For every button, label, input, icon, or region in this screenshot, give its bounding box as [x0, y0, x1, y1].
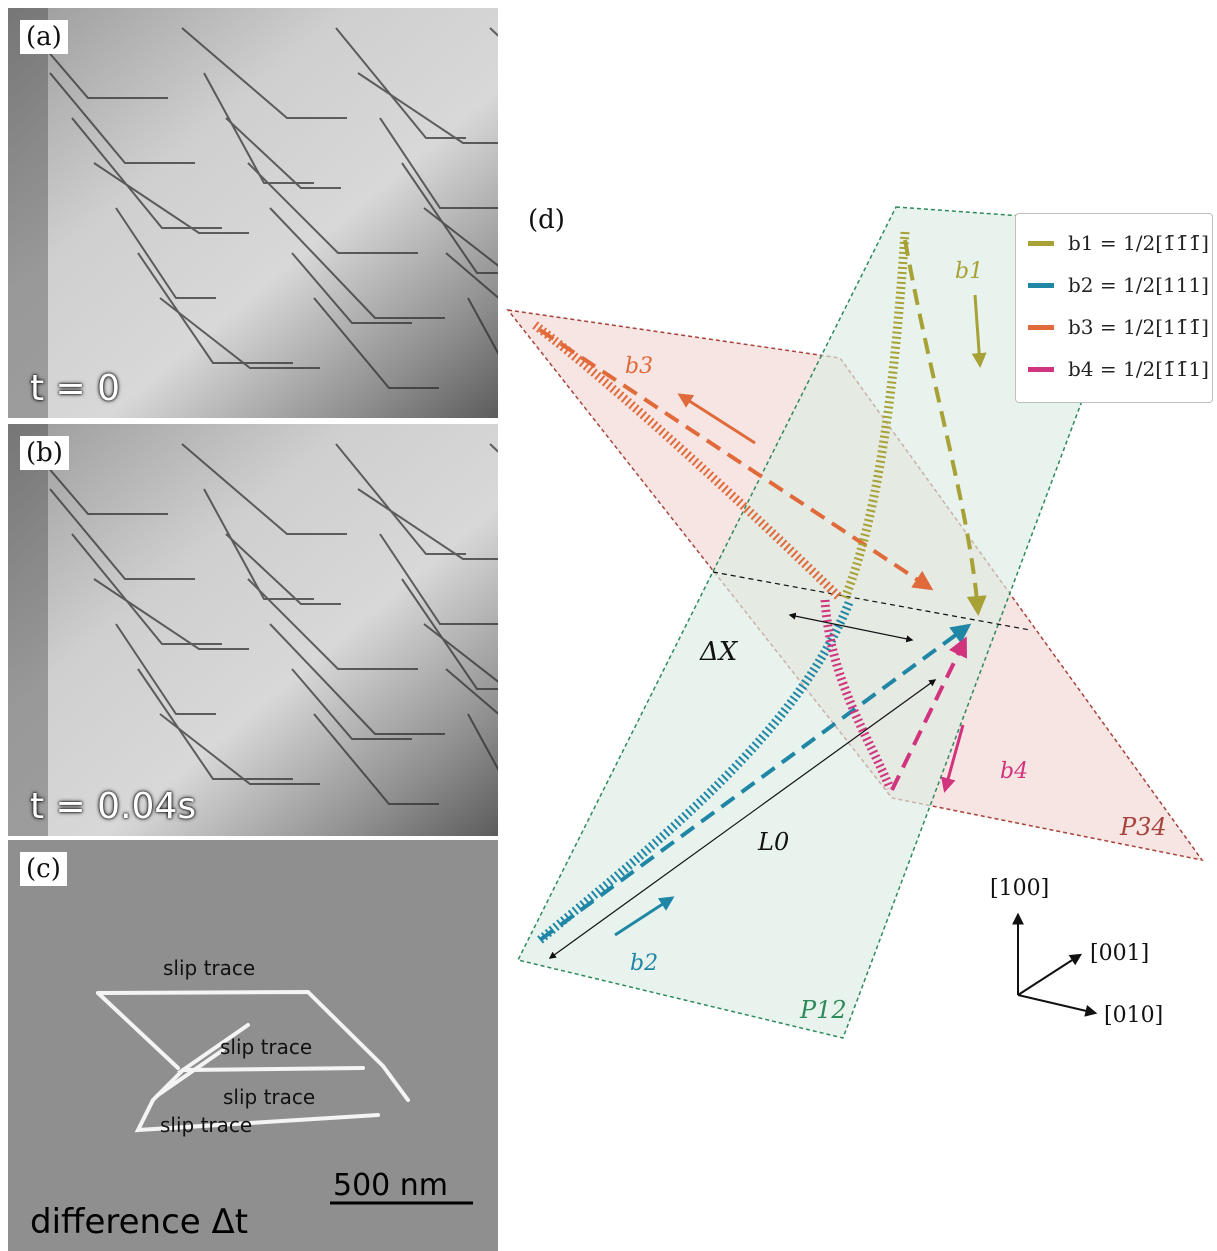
- legend-swatch-b4: [1028, 366, 1054, 372]
- axis-010: [1017, 994, 1098, 1017]
- b4-label: b4: [1000, 759, 1028, 784]
- l0-arrow: [548, 679, 937, 959]
- tem-image-b: [8, 424, 498, 836]
- dislocation-texture: [159, 713, 320, 785]
- plane-p34-label: P34: [1119, 813, 1167, 841]
- dislocation-texture: [225, 117, 341, 189]
- dislocation-texture: [401, 162, 498, 274]
- b3-dislocation-line: [532, 321, 844, 602]
- b3-label: b3: [625, 354, 653, 379]
- schematic-svg: (d) ΔX L0 b3 b1 b2 b4 P12 P34 [100] [001…: [506, 205, 1204, 1039]
- b1-dislocation-line: [840, 231, 910, 600]
- dislocation-texture: [379, 533, 498, 625]
- dislocation-texture: [313, 297, 439, 389]
- panel-d-tag: (d): [528, 205, 565, 235]
- axis-001-label: [001]: [1090, 941, 1149, 966]
- slip-trace-label: slip trace: [220, 1035, 313, 1059]
- plane-p12-label: P12: [799, 996, 847, 1024]
- legend-entry-b4: b4 = 1/2[1̄1̄1]: [1028, 354, 1209, 384]
- tem-image-a: [8, 8, 498, 418]
- legend-entry-b2: b2 = 1/2[111]: [1028, 270, 1209, 300]
- dislocation-texture: [137, 668, 293, 780]
- difference-caption: difference Δt: [30, 1202, 249, 1242]
- legend-text-b3: b3 = 1/2[11̄1̄]: [1068, 315, 1209, 339]
- dislocation-texture: [203, 488, 314, 600]
- legend-swatch-b1: [1028, 240, 1054, 246]
- dislocation-texture: [313, 713, 439, 805]
- dislocation-texture: [445, 252, 498, 299]
- dislocation-texture: [357, 488, 498, 560]
- dislocation-texture: [71, 533, 222, 645]
- dislocation-texture: [401, 578, 498, 690]
- dislocation-texture: [49, 72, 195, 164]
- b4-direction-arrow: [940, 724, 965, 793]
- dislocation-texture: [269, 623, 445, 735]
- legend-entry-b1: b1 = 1/2[1̄1̄1̄]: [1028, 228, 1209, 258]
- dislocation-texture: [225, 533, 341, 605]
- b3-direction-arrow: [677, 393, 756, 445]
- axis-100-label: [100]: [990, 876, 1049, 901]
- dislocation-texture: [49, 488, 195, 580]
- b2-label: b2: [630, 951, 658, 976]
- dislocation-texture: [181, 443, 347, 535]
- legend-text-b1: b1 = 1/2[1̄1̄1̄]: [1068, 231, 1209, 255]
- b1-direction-arrow: [971, 294, 987, 368]
- scale-bar-label: 500 nm: [333, 1168, 449, 1203]
- dislocation-texture: [467, 297, 498, 356]
- dislocation-texture: [379, 117, 498, 209]
- dislocation-texture: [445, 668, 498, 715]
- panel-a-tag: (a): [20, 20, 68, 54]
- axis-010-label: [010]: [1104, 1003, 1163, 1028]
- dislocation-texture: [137, 252, 293, 364]
- dislocation-texture: [247, 578, 418, 670]
- delta-x-label: ΔX: [699, 637, 739, 667]
- slip-trace-label: slip trace: [160, 1113, 253, 1137]
- slip-trace-label: slip trace: [223, 1085, 316, 1109]
- dislocation-texture: [203, 72, 314, 184]
- dislocation-texture: [335, 27, 466, 139]
- dislocation-schematic: (d) ΔX L0 b3 b1 b2 b4 P12 P34 [100] [001…: [500, 180, 1217, 1080]
- panel-c-tag: (c): [20, 852, 67, 886]
- micrograph-panel-a: (a) t = 0: [8, 8, 498, 418]
- dislocation-texture: [159, 297, 320, 369]
- axis-001: [1017, 953, 1083, 996]
- micrograph-panel-b: (b) t = 0.04s: [8, 424, 498, 836]
- slip-trace-label: slip trace: [163, 956, 256, 980]
- time-label-b: t = 0.04s: [30, 786, 197, 827]
- time-label-a: t = 0: [30, 368, 121, 409]
- dislocation-texture: [247, 162, 418, 254]
- dislocation-texture: [357, 72, 498, 144]
- dislocation-texture: [93, 162, 249, 234]
- dislocation-texture: [423, 207, 498, 267]
- dislocation-texture: [115, 207, 216, 299]
- dislocation-texture: [467, 713, 498, 772]
- b1-dashed-vector: [903, 239, 987, 616]
- dislocation-texture: [71, 117, 222, 229]
- dislocation-texture: [291, 668, 412, 740]
- micrograph-panel-c: (c) slip trace slip trace slip trace sli…: [8, 840, 498, 1251]
- difference-image: [8, 840, 498, 1251]
- l0-label: L0: [757, 828, 789, 856]
- slip-trace-outlines: [96, 989, 410, 1133]
- delta-x-arrow: [788, 612, 914, 643]
- panel-b-tag: (b): [20, 436, 69, 470]
- dislocation-texture: [291, 252, 412, 324]
- legend-swatch-b2: [1028, 282, 1054, 288]
- dislocation-texture: [93, 578, 249, 650]
- dislocation-texture: [181, 27, 347, 119]
- legend-text-b2: b2 = 1/2[111]: [1068, 273, 1209, 297]
- dislocation-texture: [335, 443, 466, 555]
- legend-swatch-b3: [1028, 324, 1054, 330]
- legend-entry-b3: b3 = 1/2[11̄1̄]: [1028, 312, 1209, 342]
- dislocation-texture: [423, 623, 498, 683]
- burgers-vector-legend: b1 = 1/2[1̄1̄1̄] b2 = 1/2[111] b3 = 1/2[…: [1015, 213, 1213, 403]
- dislocation-texture: [115, 623, 216, 715]
- legend-text-b4: b4 = 1/2[1̄1̄1]: [1068, 357, 1209, 381]
- dislocation-texture: [269, 207, 445, 319]
- b1-label: b1: [955, 259, 983, 284]
